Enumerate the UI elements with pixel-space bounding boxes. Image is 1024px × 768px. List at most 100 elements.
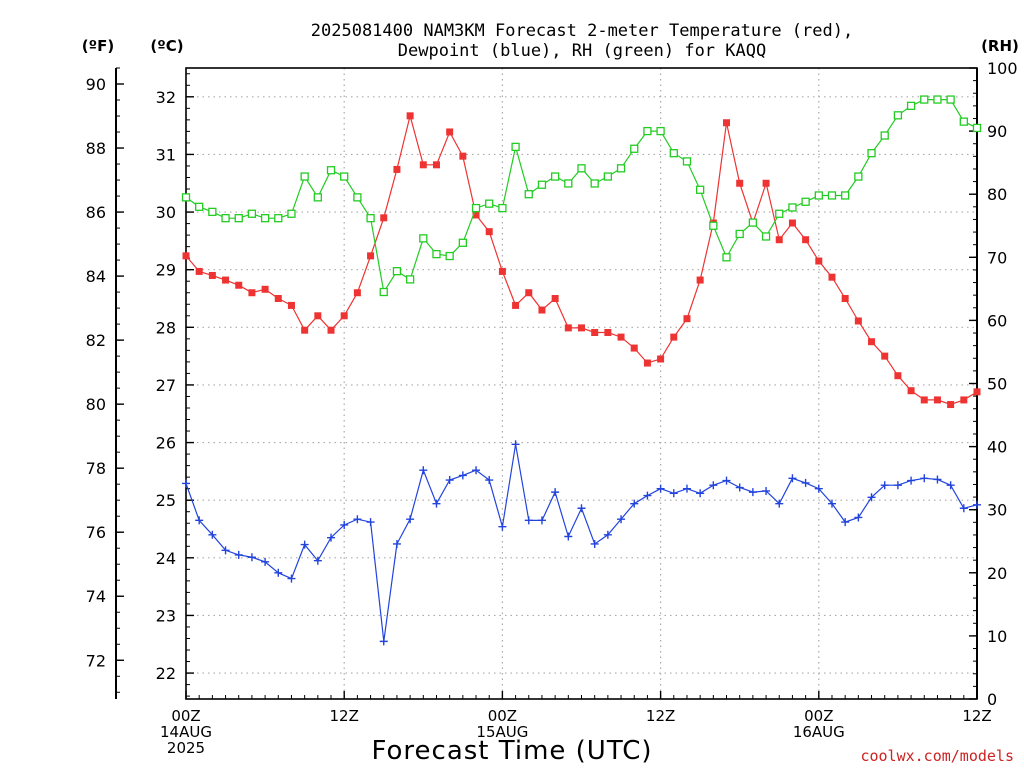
- rh-point: [946, 95, 955, 104]
- temperature-point: [472, 211, 480, 219]
- temperature-point: [538, 306, 546, 314]
- temperature-point: [393, 165, 401, 173]
- dewpoint-point: [814, 484, 823, 493]
- rh-point: [458, 238, 468, 247]
- rh-point: [630, 144, 639, 153]
- fahrenheit-tick-label: 74: [86, 587, 106, 606]
- rh-point: [761, 232, 771, 241]
- dewpoint-point: [340, 520, 349, 529]
- dewpoint-point: [221, 546, 230, 555]
- dewpoint-point: [682, 484, 691, 493]
- dewpoint-point: [511, 440, 520, 449]
- temperature-point: [868, 338, 876, 346]
- fahrenheit-tick-label: 76: [86, 523, 106, 542]
- dewpoint-point: [208, 530, 217, 539]
- dewpoint-point: [551, 488, 560, 497]
- temperature-point: [973, 388, 981, 396]
- rh-point: [234, 214, 243, 223]
- rh-point: [392, 267, 402, 276]
- rh-point: [972, 123, 982, 133]
- dewpoint-point: [195, 516, 204, 525]
- celsius-tick-label: 23: [156, 606, 176, 625]
- temperature-point: [261, 285, 269, 293]
- x-tick-label: 14AUG: [160, 723, 212, 741]
- dewpoint-point: [537, 516, 546, 525]
- rh-point: [564, 179, 573, 188]
- rh-tick-label: 90: [987, 122, 1007, 141]
- celsius-unit-label: (ºC): [150, 37, 183, 55]
- plot-frame: [185, 67, 978, 700]
- rh-point: [432, 249, 441, 259]
- dewpoint-point: [669, 489, 678, 498]
- dewpoint-point: [907, 476, 916, 485]
- dewpoint-point: [709, 481, 718, 490]
- temperature-point: [235, 281, 243, 289]
- temperature-series-line: [185, 115, 978, 406]
- temperature-point: [920, 396, 928, 404]
- celsius-tick-label: 26: [156, 434, 176, 453]
- temperature-point: [551, 295, 559, 303]
- temperature-point: [604, 329, 612, 337]
- rh-point: [326, 166, 336, 175]
- rh-point: [656, 126, 665, 136]
- rh-point: [313, 193, 322, 202]
- dewpoint-point: [880, 481, 889, 490]
- celsius-tick-label: 31: [156, 145, 176, 164]
- dewpoint-point: [603, 530, 612, 539]
- dewpoint-point: [564, 532, 573, 541]
- temperature-point: [459, 152, 467, 160]
- temperature-point: [960, 396, 968, 404]
- fahrenheit-tick-label: 90: [86, 75, 106, 94]
- fahrenheit-tick-label: 86: [86, 203, 106, 222]
- dewpoint-point: [775, 499, 784, 508]
- credit-label: coolwx.com/models: [860, 747, 1014, 765]
- dewpoint-point: [366, 518, 375, 527]
- temperature-point: [578, 324, 585, 332]
- temperature-point: [564, 324, 572, 332]
- celsius-tick-label: 30: [156, 203, 176, 222]
- x-tick-label: 15AUG: [476, 723, 528, 741]
- dewpoint-point: [630, 499, 639, 508]
- rh-tick-label: 50: [987, 375, 1007, 394]
- chart-title-line2: Dewpoint (blue), RH (green) for KAQQ: [398, 41, 766, 61]
- dewpoint-point: [748, 488, 757, 497]
- fahrenheit-tick-label: 78: [86, 459, 106, 478]
- temperature-point: [802, 236, 810, 244]
- temperature-point: [670, 333, 678, 341]
- rh-point: [577, 164, 586, 173]
- temperature-point: [630, 344, 638, 352]
- rh-point: [300, 172, 309, 181]
- dewpoint-point: [524, 516, 533, 525]
- x-tick-label: 16AUG: [793, 723, 845, 741]
- rh-point: [590, 179, 599, 188]
- temperature-point: [828, 273, 836, 281]
- temperature-point: [854, 317, 862, 325]
- rh-point: [366, 214, 375, 223]
- rh-point: [208, 207, 217, 217]
- rh-point: [445, 251, 454, 261]
- temperature-point: [274, 295, 282, 303]
- temperature-point: [380, 214, 388, 222]
- fahrenheit-tick-label: 72: [86, 651, 106, 670]
- temperature-point: [208, 271, 216, 279]
- x-tick-label: 00Z: [488, 707, 517, 725]
- rh-tick-label: 80: [987, 185, 1007, 204]
- celsius-tick-label: 25: [156, 491, 176, 510]
- rh-point: [287, 209, 296, 218]
- dewpoint-point: [643, 491, 652, 500]
- rh-point: [696, 185, 705, 194]
- temperature-point: [617, 333, 625, 341]
- dewpoint-point: [827, 499, 836, 508]
- dewpoint-point: [445, 476, 454, 485]
- temperature-point: [195, 267, 203, 275]
- rh-tick-label: 40: [987, 438, 1007, 457]
- dewpoint-point: [762, 486, 771, 495]
- x-tick-label: 12Z: [962, 707, 991, 725]
- rh-tick-label: 30: [987, 501, 1007, 520]
- temperature-point: [248, 289, 256, 297]
- rh-point: [735, 229, 744, 239]
- dewpoint-point: [867, 493, 876, 502]
- dewpoint-point: [590, 539, 599, 548]
- temperature-point: [525, 289, 533, 297]
